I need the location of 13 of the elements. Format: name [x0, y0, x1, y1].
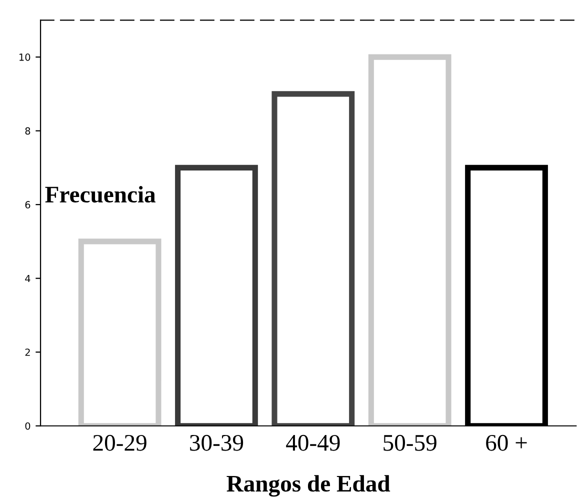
x-tick-label: 60 + — [486, 434, 527, 451]
y-tick-label: 0 — [25, 422, 30, 430]
y-tick-label: 4 — [25, 274, 30, 282]
x-tick-label: 50-59 — [384, 434, 436, 451]
y-axis-title: Frecuencia — [45, 186, 156, 203]
x-tick-label: 30-39 — [190, 434, 244, 451]
y-tick-label: 6 — [25, 201, 30, 208]
x-tick-label: 40-49 — [286, 434, 340, 451]
x-tick-label: 20-29 — [93, 434, 146, 451]
y-tick-label: 8 — [25, 127, 30, 135]
x-axis-title: Rangos de Edad — [226, 475, 390, 497]
y-tick-label: 10 — [20, 54, 30, 61]
y-tick-label: 2 — [25, 348, 30, 356]
